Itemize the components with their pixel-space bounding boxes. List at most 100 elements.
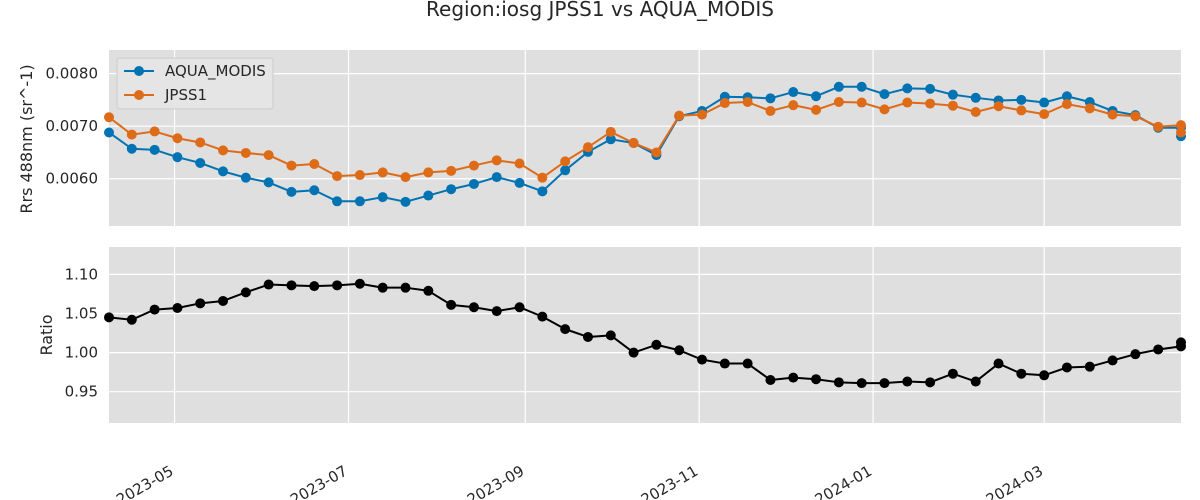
data-point	[1039, 109, 1050, 120]
data-point	[514, 302, 525, 313]
legend: AQUA_MODIS JPSS1	[116, 57, 274, 110]
x-axis-ticks: 2023-05 2023-07 2023-09 2023-11 2024-01 2024-…	[113, 462, 1046, 500]
data-point	[856, 378, 867, 389]
data-point	[195, 298, 206, 309]
data-point	[833, 81, 844, 92]
data-point	[651, 339, 662, 350]
top-panel-ylabel: Rrs 488nm (sr^-1)	[17, 64, 36, 213]
data-point	[240, 147, 251, 158]
bottom-panel: 0.95 1.00 1.05 1.10 Ratio	[37, 247, 1186, 423]
data-point	[605, 330, 616, 341]
data-point	[491, 306, 502, 317]
data-point	[628, 137, 639, 148]
x-tick-label: 2023-05	[113, 462, 176, 500]
y-tick-label: 1.00	[65, 344, 98, 362]
data-point	[1130, 349, 1141, 360]
data-point	[446, 299, 457, 310]
data-point	[856, 97, 867, 108]
data-point	[1130, 111, 1141, 122]
legend-label-jpss1: JPSS1	[164, 86, 207, 104]
data-point	[788, 87, 799, 98]
data-point	[697, 354, 708, 365]
data-point	[126, 314, 137, 325]
legend-marker-jpss1	[134, 90, 144, 100]
data-point	[765, 93, 776, 104]
y-tick-label: 0.0070	[46, 117, 99, 135]
data-point	[947, 89, 958, 100]
data-point	[811, 91, 822, 102]
data-point	[1153, 121, 1164, 132]
data-point	[104, 112, 114, 123]
data-point	[537, 172, 548, 183]
x-tick-label: 2023-09	[464, 462, 527, 500]
data-point	[879, 89, 890, 100]
data-point	[1016, 105, 1027, 116]
data-point	[560, 324, 571, 335]
data-point	[309, 281, 320, 292]
data-point	[377, 167, 388, 178]
legend-box	[116, 57, 274, 110]
data-point	[970, 106, 981, 117]
data-point	[263, 177, 274, 188]
data-point	[240, 172, 251, 183]
data-point	[1084, 103, 1095, 114]
data-point	[902, 376, 913, 387]
data-point	[856, 81, 867, 92]
bottom-panel-background	[109, 247, 1181, 423]
data-point	[833, 97, 844, 108]
data-point	[491, 155, 502, 166]
data-point	[1061, 91, 1072, 102]
data-point	[719, 98, 730, 109]
data-point	[377, 192, 388, 203]
data-point	[195, 137, 206, 148]
data-point	[377, 282, 388, 293]
data-point	[1039, 370, 1050, 381]
y-tick-label: 0.0060	[46, 170, 99, 188]
data-point	[332, 280, 343, 291]
data-point	[423, 190, 434, 201]
top-panel-background	[109, 50, 1181, 226]
data-point	[1016, 94, 1027, 105]
y-tick-label: 1.10	[65, 265, 98, 283]
data-point	[286, 160, 297, 171]
top-panel: 0.0060 0.0070 0.0080 Rrs 488nm (sr^-1) AQU…	[17, 50, 1186, 226]
legend-marker-aqua-modis	[134, 66, 144, 76]
data-point	[765, 374, 776, 385]
data-point	[1107, 355, 1118, 366]
data-point	[537, 311, 548, 322]
data-point	[446, 165, 457, 176]
data-point	[354, 278, 365, 289]
data-point	[1176, 337, 1186, 348]
data-point	[1176, 120, 1186, 131]
y-tick-label: 0.95	[65, 383, 98, 401]
data-point	[172, 152, 183, 163]
data-point	[149, 144, 160, 155]
data-point	[582, 142, 593, 153]
x-tick-label: 2024-01	[812, 462, 875, 500]
bottom-panel-series	[104, 278, 1186, 389]
data-point	[468, 178, 479, 189]
data-point	[970, 376, 981, 387]
data-point	[947, 100, 958, 111]
data-point	[309, 159, 320, 170]
y-tick-label: 1.05	[65, 304, 98, 322]
data-point	[423, 167, 434, 178]
data-point	[240, 287, 251, 298]
data-point	[1061, 99, 1072, 110]
data-point	[925, 377, 936, 388]
data-point	[446, 184, 457, 195]
data-point	[1153, 344, 1164, 355]
data-point	[742, 97, 753, 108]
data-point	[263, 150, 274, 161]
data-point	[788, 372, 799, 383]
data-point	[1084, 361, 1095, 372]
data-point	[149, 126, 160, 137]
data-point	[1039, 97, 1050, 108]
data-point	[309, 185, 320, 196]
data-point	[514, 158, 525, 169]
top-panel-y-ticks: 0.0060 0.0070 0.0080	[46, 65, 99, 188]
data-point	[1061, 362, 1072, 373]
data-point	[1107, 109, 1118, 120]
data-point	[788, 100, 799, 111]
